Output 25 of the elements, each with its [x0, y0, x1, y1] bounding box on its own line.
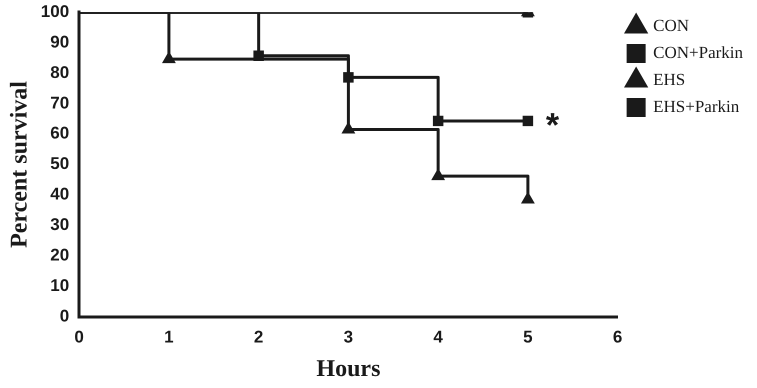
x-tick-label: 3 — [344, 328, 354, 347]
legend-label: CON — [653, 16, 690, 35]
x-tick-label: 0 — [74, 328, 84, 347]
y-tick-label: 30 — [50, 215, 70, 234]
x-tick-label: 6 — [612, 328, 622, 347]
y-axis-title: Percent survival — [6, 80, 33, 248]
y-tick-label: 0 — [60, 306, 70, 326]
y-tick-label: 20 — [50, 246, 70, 265]
y-tick-label: 10 — [50, 276, 70, 296]
legend-label: EHS — [653, 70, 686, 89]
y-tick-label: 100 — [40, 2, 70, 21]
y-tick-label: 80 — [50, 62, 70, 82]
x-tick-label: 4 — [433, 328, 444, 347]
x-tick-label: 1 — [164, 328, 174, 347]
y-tick-label: 70 — [50, 93, 70, 112]
x-tick-label: 2 — [254, 328, 264, 347]
y-tick-label: 90 — [50, 32, 70, 52]
y-tick-label: 60 — [50, 124, 70, 143]
legend-label: EHS+Parkin — [653, 96, 740, 116]
legend-label: CON+Parkin — [653, 42, 744, 62]
y-tick-label: 50 — [50, 154, 70, 174]
annotation: * — [546, 106, 560, 144]
x-tick-label: 5 — [523, 328, 533, 347]
y-tick-label: 40 — [50, 184, 70, 204]
x-axis-title: Hours — [316, 356, 380, 382]
